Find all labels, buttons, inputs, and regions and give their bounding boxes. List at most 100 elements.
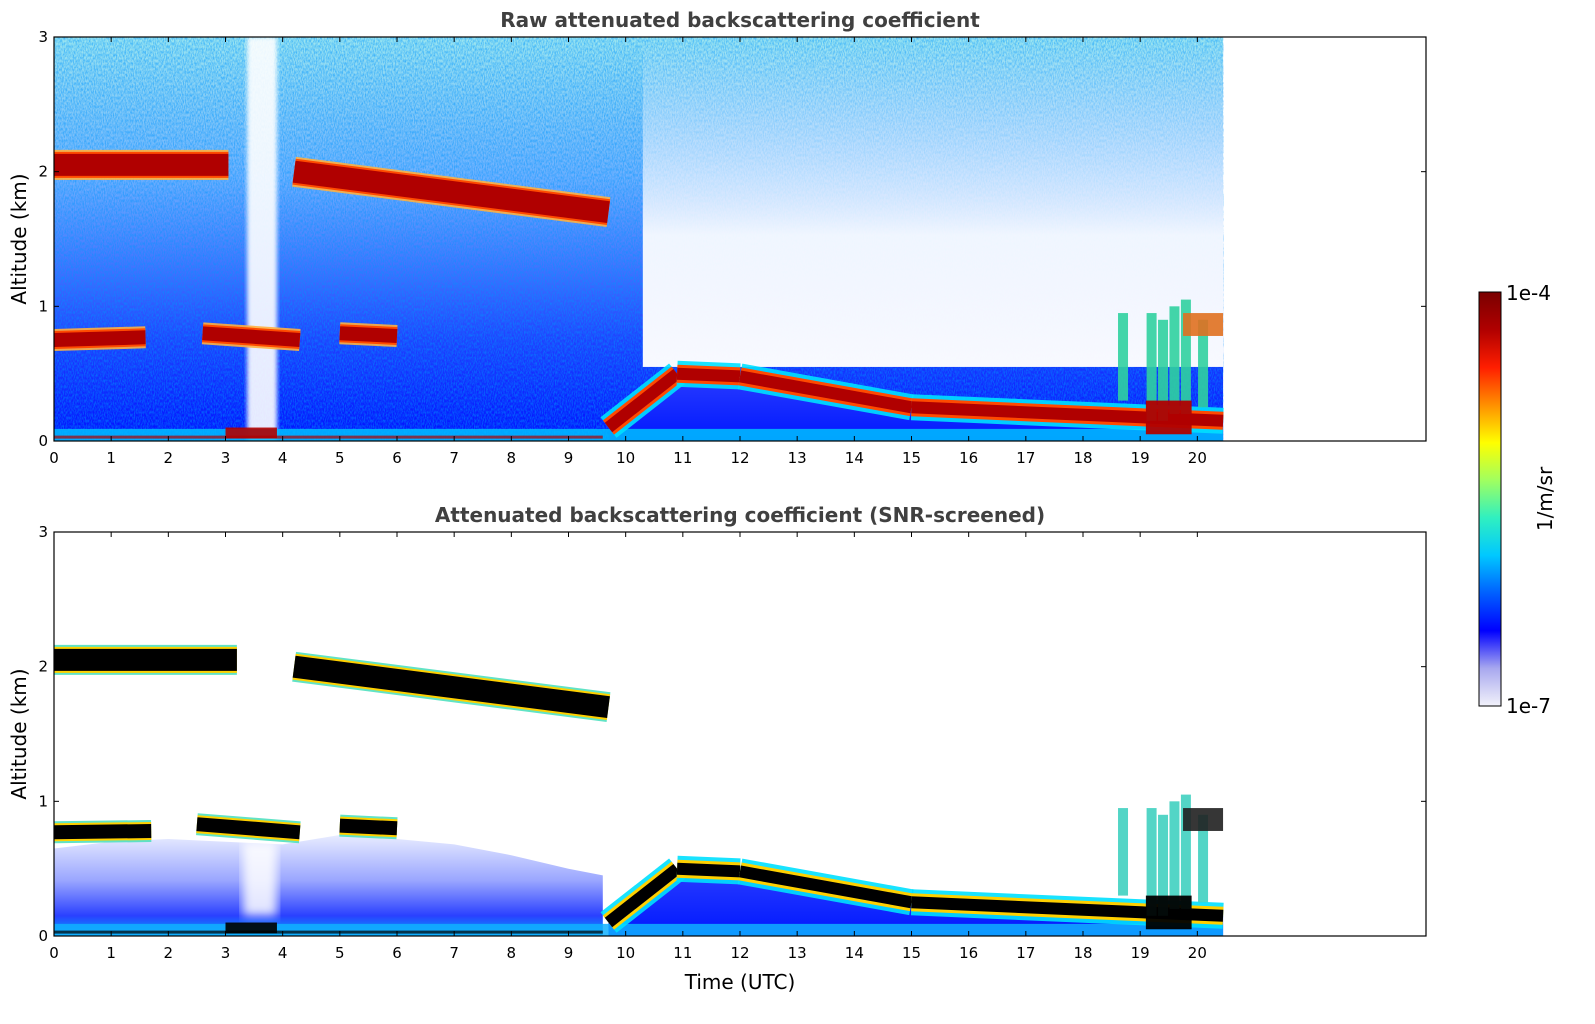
x-tick-label: 8 [507, 944, 517, 962]
surface-return [54, 930, 603, 934]
x-tick-5: 5 [335, 37, 345, 467]
cloud-mid-cloud-layer-2 [339, 322, 398, 347]
x-tick-20: 20 [1188, 532, 1207, 962]
x-tick-label: 4 [278, 944, 288, 962]
raw-data-gap [247, 37, 277, 441]
x-tick-label: 13 [788, 944, 807, 962]
x-tick-18: 18 [1073, 532, 1093, 962]
screened-y-axis: 0 1 2 3 [38, 523, 1426, 945]
x-tick-label: 3 [221, 449, 231, 467]
x-tick-3: 3 [221, 532, 230, 962]
x-tick-label: 6 [392, 449, 402, 467]
y-tick-3: 3 [38, 523, 1426, 541]
x-tick-4: 4 [278, 532, 288, 962]
x-tick-8: 8 [507, 37, 517, 467]
cloud-mid-cloud-layer-0 [54, 326, 146, 351]
x-tick-label: 20 [1188, 449, 1207, 467]
x-tick-label: 1 [106, 944, 116, 962]
x-tick-label: 19 [1131, 449, 1150, 467]
cloud-late-convective-cloud-0 [1118, 299, 1224, 435]
x-tick-label: 2 [164, 449, 174, 467]
x-tick-7: 7 [449, 532, 459, 962]
x-tick-label: 15 [902, 944, 921, 962]
colorbar-min-label: 1e-7 [1506, 694, 1551, 718]
y-tick-3: 3 [38, 28, 1426, 46]
raw-backscatter-panel: Raw attenuated backscattering coefficien… [7, 8, 1427, 467]
x-tick-17: 17 [1016, 532, 1035, 962]
x-tick-label: 2 [164, 944, 174, 962]
x-tick-label: 10 [616, 449, 635, 467]
colorbar-max-label: 1e-4 [1506, 281, 1551, 305]
x-tick-16: 16 [959, 37, 978, 467]
cloud-mid-cloud-layer-0 [54, 820, 152, 844]
x-tick-label: 7 [449, 944, 459, 962]
x-tick-label: 19 [1131, 944, 1150, 962]
x-tick-label: 6 [392, 944, 402, 962]
cloud-boundary-layer-top-1 [676, 855, 741, 885]
raw-y-axis: 0 1 2 3 [38, 28, 1426, 450]
y-tick-label: 2 [38, 163, 48, 181]
x-tick-7: 7 [449, 37, 459, 467]
colorbar-unit-label: 1/m/sr [1533, 466, 1557, 531]
surface-return-peak [225, 922, 277, 934]
raw-panel-title: Raw attenuated backscattering coefficien… [500, 8, 980, 32]
screened-gap [242, 841, 277, 916]
screened-aerosol-layer [54, 835, 603, 936]
x-tick-19: 19 [1131, 532, 1150, 962]
x-tick-2: 2 [164, 532, 174, 962]
x-tick-label: 4 [278, 449, 288, 467]
cloud-upper-cloud-layer-1 [292, 156, 611, 227]
x-tick-label: 17 [1016, 944, 1035, 962]
x-tick-label: 12 [730, 944, 749, 962]
x-tick-label: 14 [845, 449, 864, 467]
x-tick-15: 15 [902, 37, 921, 467]
raw-x-axis: 0 1 2 3 4 5 6 7 8 9 10 11 12 13 14 15 16 17 18 19 20 [49, 37, 1207, 467]
x-tick-label: 5 [335, 449, 345, 467]
x-tick-14: 14 [845, 37, 864, 467]
x-tick-20: 20 [1188, 37, 1207, 467]
y-tick-0: 0 [38, 927, 1426, 945]
x-tick-14: 14 [845, 532, 864, 962]
x-tick-label: 10 [616, 944, 635, 962]
x-tick-label: 7 [449, 449, 459, 467]
cloud-mid-cloud-layer-1 [201, 322, 301, 351]
screened-y-axis-label: Altitude (km) [7, 668, 31, 799]
y-tick-2: 2 [38, 163, 1426, 181]
x-tick-label: 8 [507, 449, 517, 467]
x-tick-label: 0 [49, 449, 59, 467]
y-tick-0: 0 [38, 432, 1426, 450]
y-tick-label: 2 [38, 658, 48, 676]
surface-return [54, 435, 603, 439]
cloud-upper-cloud-layer-1 [292, 651, 611, 722]
screened-heatmap [54, 644, 1224, 936]
y-tick-label: 3 [38, 28, 48, 46]
x-tick-label: 18 [1073, 944, 1092, 962]
surface-return-peak [225, 427, 277, 439]
x-tick-17: 17 [1016, 37, 1035, 467]
x-tick-label: 12 [730, 449, 749, 467]
x-tick-10: 10 [616, 37, 635, 467]
cloud-boundary-layer-top-2 [737, 858, 914, 916]
x-tick-label: 9 [564, 944, 574, 962]
x-tick-15: 15 [902, 532, 921, 962]
y-tick-label: 1 [38, 297, 48, 315]
y-tick-label: 0 [38, 927, 48, 945]
screened-panel-title: Attenuated backscattering coefficient (S… [435, 503, 1045, 527]
colorbar-gradient [1478, 291, 1502, 707]
x-tick-13: 13 [788, 532, 807, 962]
x-tick-label: 16 [959, 449, 978, 467]
raw-heatmap [54, 37, 1224, 441]
x-tick-2: 2 [164, 37, 174, 467]
x-tick-label: 13 [788, 449, 807, 467]
colorbar: 1e-4 1e-7 1/m/sr [1478, 281, 1557, 718]
y-tick-label: 0 [38, 432, 48, 450]
cloud-boundary-layer-top-2 [737, 363, 914, 421]
x-tick-label: 14 [845, 944, 864, 962]
x-tick-label: 11 [673, 449, 692, 467]
x-tick-6: 6 [392, 37, 402, 467]
x-tick-4: 4 [278, 37, 288, 467]
x-tick-label: 17 [1016, 449, 1035, 467]
x-tick-13: 13 [788, 37, 807, 467]
x-tick-label: 16 [959, 944, 978, 962]
